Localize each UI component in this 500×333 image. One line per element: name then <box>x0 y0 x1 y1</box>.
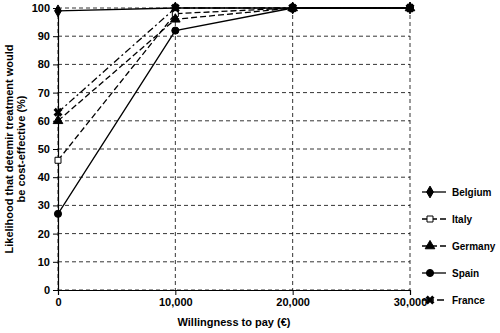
tick-mark <box>410 290 411 295</box>
legend-line <box>422 218 446 219</box>
legend-line <box>422 299 446 300</box>
tick-label: 30 <box>38 199 50 211</box>
legend-symbol <box>423 293 436 306</box>
x-axis-title: Willingness to pay (€) <box>178 316 291 328</box>
axis-line <box>53 9 59 291</box>
series-line <box>58 8 410 214</box>
legend-symbol <box>426 269 433 276</box>
grid-line <box>58 36 410 37</box>
tick-label: 90 <box>38 30 50 42</box>
tick-label: 40 <box>38 171 50 183</box>
tick-mark <box>53 36 58 37</box>
legend: Belgium Italy Germany Spain France <box>422 186 496 307</box>
grid-line <box>58 233 410 234</box>
tick: 30 <box>38 199 58 211</box>
legend-symbol <box>427 186 434 198</box>
tick: 20,000 <box>276 290 310 308</box>
series-line <box>58 8 410 160</box>
tick-label: 70 <box>38 87 50 99</box>
tick-label: 10 <box>38 256 50 268</box>
marker <box>169 1 182 14</box>
grid-line <box>58 92 410 93</box>
tick: 40 <box>38 171 58 183</box>
tick-mark <box>53 64 58 65</box>
marker <box>172 27 179 34</box>
marker <box>55 5 62 17</box>
tick-mark <box>53 234 58 235</box>
grid-line <box>58 205 410 206</box>
tick-mark <box>53 205 58 206</box>
tick: 10,000 <box>159 290 193 308</box>
grid-line <box>292 8 293 290</box>
legend-label: Germany <box>452 241 496 252</box>
legend-label: Italy <box>452 214 472 225</box>
marker <box>171 14 181 22</box>
marker <box>53 115 63 123</box>
tick-mark <box>53 149 58 150</box>
tick-label: 0 <box>44 284 50 296</box>
tick: 0 <box>44 284 58 296</box>
plot-area <box>51 1 416 217</box>
marker <box>403 1 416 14</box>
marker <box>51 106 64 119</box>
tick-label: 100 <box>32 2 50 14</box>
marker <box>286 1 299 14</box>
legend-line <box>422 191 446 192</box>
grid-line <box>58 149 410 150</box>
tick-label: 60 <box>38 115 50 127</box>
tick-label: 10,000 <box>159 296 193 308</box>
legend-symbol <box>427 216 433 222</box>
legend-label: Spain <box>452 268 479 279</box>
x-axis: 0 10,000 20,000 30,000 <box>55 290 427 308</box>
tick-mark <box>53 93 58 94</box>
tick: 80 <box>38 58 58 70</box>
legend-symbol <box>425 240 435 248</box>
grid-line <box>58 261 410 262</box>
tick-label: 20,000 <box>276 296 310 308</box>
tick: 70 <box>38 87 58 99</box>
tick-label: 20 <box>38 228 50 240</box>
tick-mark <box>175 290 176 295</box>
grid-line <box>175 8 176 290</box>
tick: 10 <box>38 256 58 268</box>
tick-label: 30,000 <box>394 296 428 308</box>
y-axis-title: Likelihood that detemir treatment wouldb… <box>3 44 27 253</box>
grid-line <box>58 177 410 178</box>
axis-line <box>59 291 411 296</box>
tick-label: 80 <box>38 58 50 70</box>
y-axis: 0 10 20 30 40 50 60 70 80 90 100 <box>32 2 59 296</box>
marker <box>55 157 61 163</box>
grid <box>58 8 410 290</box>
legend-label: France <box>452 295 485 306</box>
tick-mark <box>53 177 58 178</box>
series-line <box>58 8 410 112</box>
tick-mark <box>53 290 58 291</box>
tick: 0 <box>55 290 61 308</box>
tick: 50 <box>38 143 58 155</box>
tick: 20 <box>38 228 58 240</box>
tick: 90 <box>38 30 58 42</box>
tick-mark <box>293 290 294 295</box>
tick: 30,000 <box>394 290 428 308</box>
tick-label: 50 <box>38 143 50 155</box>
legend-label: Belgium <box>452 187 492 198</box>
tick-mark <box>53 262 58 263</box>
grid-line <box>58 120 410 121</box>
tick-label: 0 <box>55 296 61 308</box>
grid-line <box>410 8 411 290</box>
chart: 0 10,000 20,000 30,000 0 10 20 30 40 50 60 70 80 90 10… <box>0 0 500 333</box>
tick: 100 <box>32 2 58 14</box>
marker <box>54 210 61 217</box>
series-line <box>58 8 410 121</box>
